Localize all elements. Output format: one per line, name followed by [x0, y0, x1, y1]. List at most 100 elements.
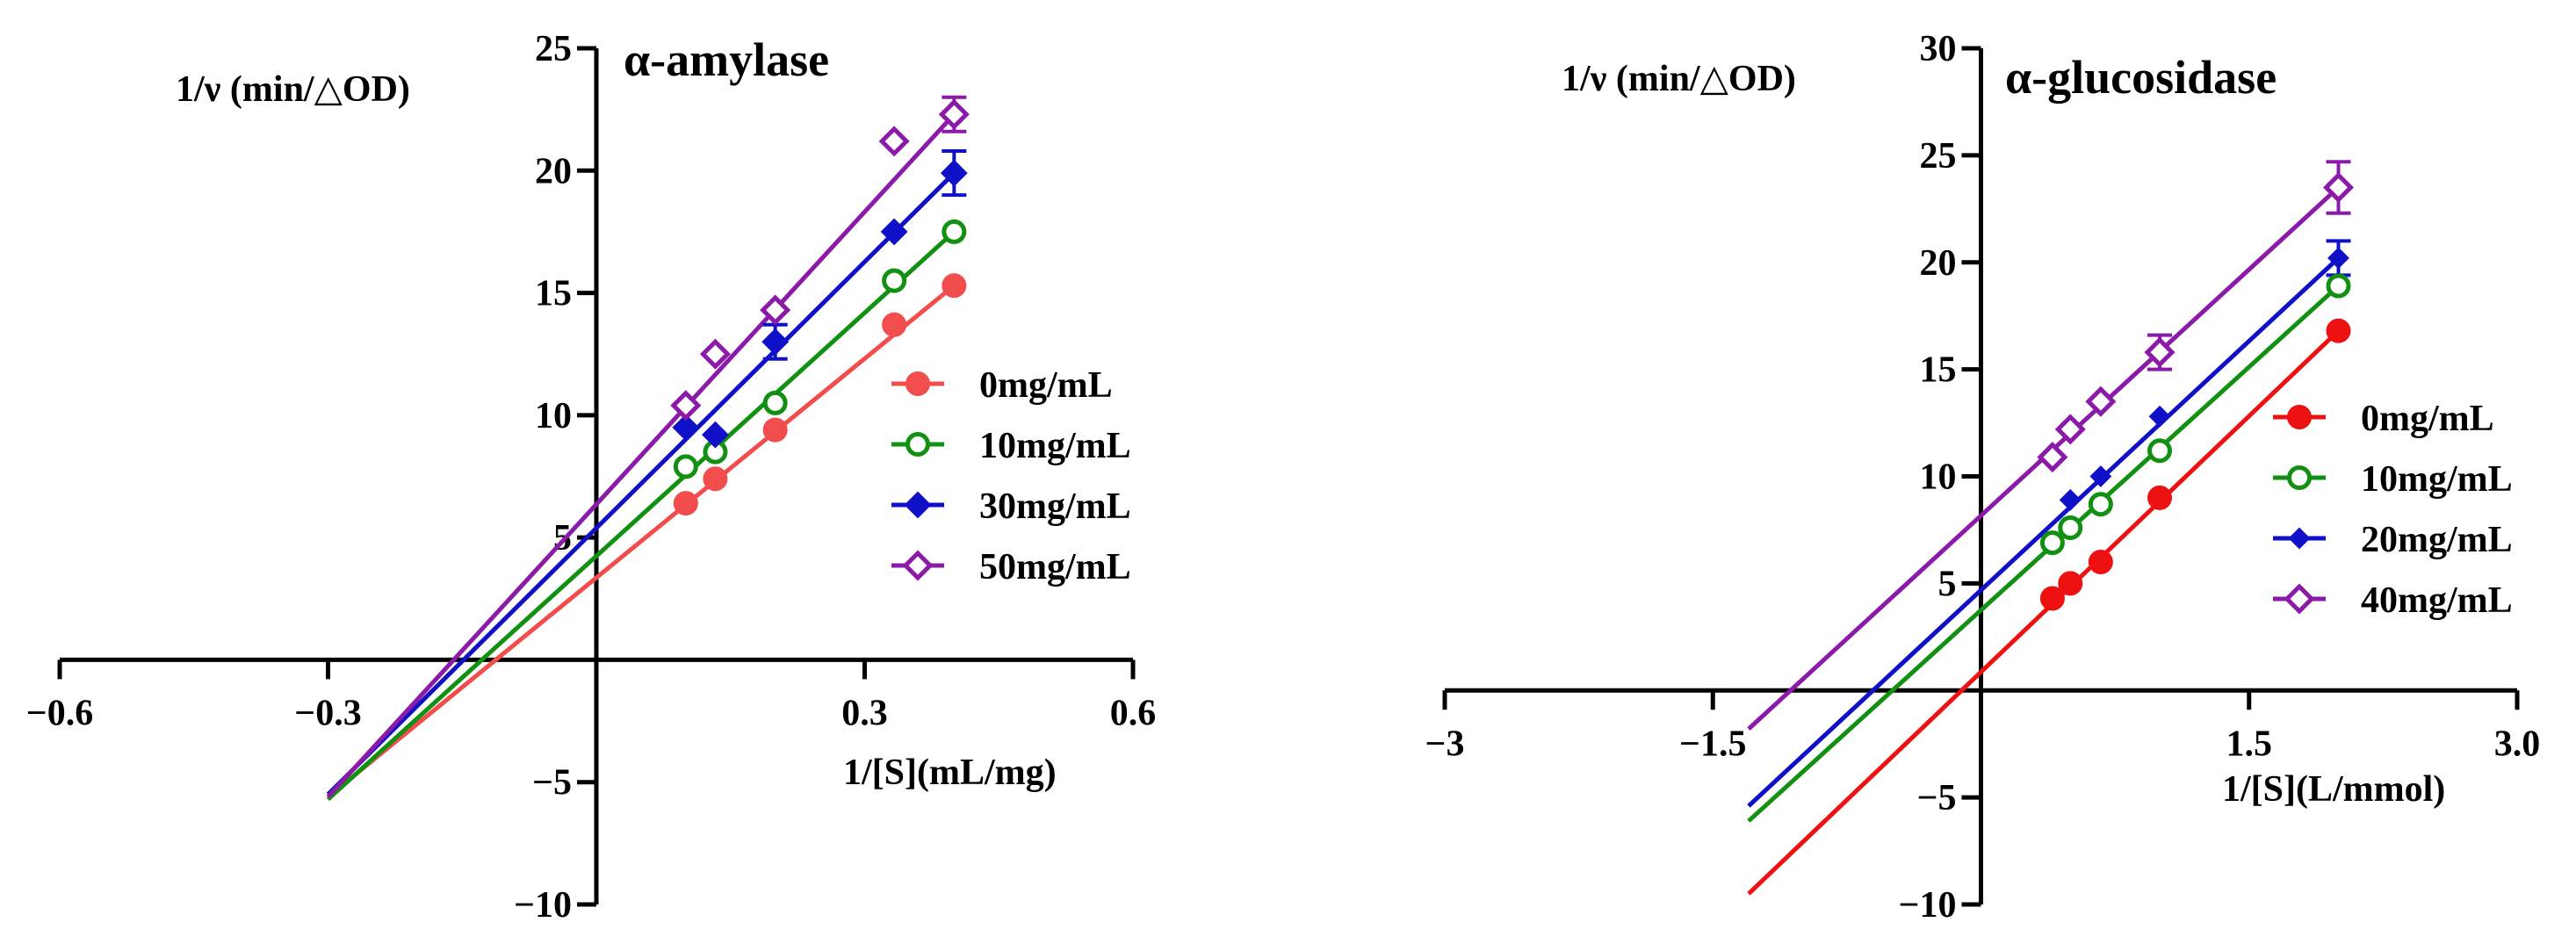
legend-label: 30mg/mL [979, 486, 1131, 527]
data-point-0mg-ml [673, 491, 698, 516]
data-point-10mg-ml [882, 268, 907, 293]
data-point-0mg-ml [2039, 586, 2065, 611]
data-point-10mg-ml [942, 219, 967, 244]
regression-line-10mg-ml [1747, 284, 2341, 823]
legend-label: 40mg/mL [2361, 580, 2513, 621]
y-tick-label: 25 [1920, 136, 1957, 177]
legend-label: 0mg/mL [979, 365, 1113, 406]
legend-marker [2284, 583, 2315, 615]
y-tick-label: 20 [1920, 243, 1957, 284]
data-point-50mg-ml [878, 126, 910, 157]
regression-lines [326, 112, 956, 802]
data-point-20mg-ml [2148, 405, 2171, 428]
x-axis-label: 1/[S](mL/mg) [843, 753, 1057, 793]
y-axis-label: 1/ν (min/△OD) [1562, 59, 1796, 99]
legend-marker [902, 550, 934, 581]
data-point-30mg-ml [672, 414, 700, 442]
x-tick-label: 0.3 [841, 693, 888, 733]
legend-item-0mg-ml: 0mg/mL [2273, 399, 2494, 439]
x-tick-label: −3 [1425, 724, 1465, 764]
data-point-0mg-ml [2058, 571, 2083, 596]
legend-item-30mg-ml: 30mg/mL [891, 486, 1131, 527]
data-point-10mg-ml [2058, 515, 2083, 540]
data-point-30mg-ml [880, 218, 908, 246]
data-point-50mg-ml [760, 294, 791, 326]
regression-line-30mg-ml [326, 171, 956, 796]
data-point-50mg-ml [938, 98, 970, 130]
regression-line-0mg-ml [1747, 328, 2341, 896]
data-point-20mg-ml [2059, 488, 2082, 511]
y-tick-label: 5 [1938, 564, 1957, 604]
y-tick-label: 20 [535, 151, 572, 191]
legend-marker [906, 371, 930, 396]
data-point-0mg-ml [882, 312, 907, 337]
legend-marker [2287, 405, 2312, 429]
y-tick-label: 25 [535, 29, 572, 69]
y-tick-label: −5 [1917, 778, 1957, 818]
data-point-20mg-ml [2089, 465, 2112, 487]
x-tick-label: 3.0 [2494, 724, 2541, 764]
legend-label: 10mg/mL [2361, 459, 2513, 500]
data-point-40mg-ml [2144, 336, 2176, 368]
legend-item-40mg-ml: 40mg/mL [2273, 580, 2513, 621]
legend-item-0mg-ml: 0mg/mL [891, 365, 1113, 406]
data-point-30mg-ml [940, 159, 968, 187]
y-tick-label: 10 [1920, 457, 1957, 498]
y-tick-label: 15 [535, 274, 572, 314]
data-point-10mg-ml [762, 390, 788, 415]
legend: 0mg/mL 10mg/mL 20mg/mL 40mg/mL [2273, 399, 2513, 621]
legend-label: 0mg/mL [2361, 399, 2494, 439]
data-point-40mg-ml [2054, 414, 2086, 445]
data-point-0mg-ml [2088, 550, 2113, 574]
legend-marker [906, 432, 930, 457]
data-point-0mg-ml [703, 466, 728, 492]
data-points [670, 98, 970, 516]
legend-item-10mg-ml: 10mg/mL [2273, 459, 2513, 500]
data-point-0mg-ml [942, 273, 967, 299]
y-tick-label: −10 [1899, 885, 1957, 926]
x-axis-ticks: −0.6 −0.3 0.3 0.6 [26, 659, 1156, 733]
legend-item-50mg-ml: 50mg/mL [891, 547, 1131, 587]
data-point-0mg-ml [2147, 485, 2172, 510]
legend-label: 20mg/mL [2361, 520, 2513, 560]
data-point-30mg-ml [761, 328, 790, 356]
x-axis-ticks: −3 −1.5 1.5 3.0 [1425, 690, 2541, 764]
data-point-40mg-ml [2322, 171, 2355, 203]
y-tick-label: 15 [1920, 350, 1957, 391]
data-point-10mg-ml [2088, 492, 2113, 517]
legend-marker [2288, 527, 2311, 550]
legend-label: 50mg/mL [979, 547, 1131, 587]
x-tick-label: 0.6 [1110, 693, 1157, 733]
x-tick-label: −0.6 [26, 693, 93, 733]
data-points [2037, 171, 2355, 611]
y-tick-label: −5 [532, 763, 572, 803]
data-point-20mg-ml [2327, 247, 2349, 270]
x-axis-label: 1/[S](L/mmol) [2222, 769, 2445, 810]
data-point-10mg-ml [2326, 273, 2351, 299]
data-point-0mg-ml [762, 417, 788, 443]
y-tick-label: 30 [1920, 29, 1957, 69]
legend-marker [2287, 465, 2312, 490]
x-tick-label: 1.5 [2226, 724, 2273, 764]
chart-title: α-amylase [624, 33, 829, 86]
regression-line-50mg-ml [326, 112, 956, 799]
x-tick-label: −1.5 [1679, 724, 1746, 764]
regression-line-10mg-ml [326, 230, 956, 802]
y-tick-label: −10 [514, 885, 572, 926]
data-point-40mg-ml [2037, 442, 2068, 473]
legend-item-20mg-ml: 20mg/mL [2273, 520, 2513, 560]
data-point-30mg-ml [702, 421, 729, 449]
chart-alpha-glucosidase: −3 −1.5 1.5 3.0 −10 −5 5 10 15 20 25 30 0mg/mL 10mg… [1425, 29, 2541, 926]
legend-marker [904, 491, 932, 519]
data-point-10mg-ml [2147, 438, 2172, 464]
chart-title: α-glucosidase [2005, 51, 2277, 104]
y-axis-label: 1/ν (min/△OD) [176, 69, 410, 110]
legend-item-10mg-ml: 10mg/mL [891, 426, 1131, 466]
legend: 0mg/mL 10mg/mL 30mg/mL 50mg/mL [891, 365, 1131, 587]
y-axis-ticks: −10 −5 5 10 15 20 25 30 [1899, 29, 1981, 926]
legend-label: 10mg/mL [979, 426, 1131, 466]
y-tick-label: 10 [535, 396, 572, 436]
